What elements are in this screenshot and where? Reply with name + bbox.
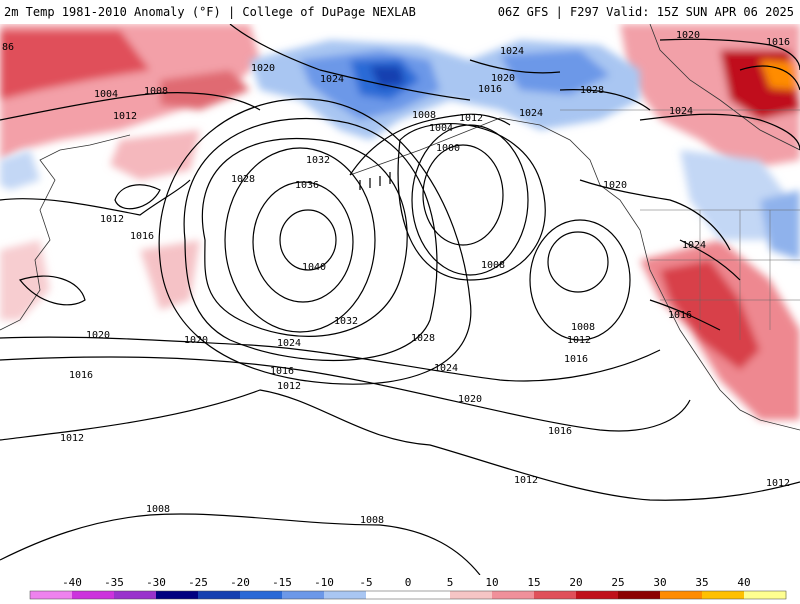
colorbar-swatch — [156, 591, 199, 599]
colorbar-swatch — [660, 591, 703, 599]
isobar-label: 1012 — [567, 335, 591, 346]
isobar-label: 1012 — [514, 475, 538, 486]
isobar-label: 1028 — [580, 85, 604, 96]
isobar-label: 1012 — [100, 214, 124, 225]
isobars — [0, 24, 800, 575]
colorbar-swatch — [534, 591, 577, 599]
colorbar-tick-label: -40 — [62, 576, 82, 589]
colorbar-swatch — [576, 591, 619, 599]
model-run-info: 06Z GFS | F297 Valid: 15Z SUN APR 06 202… — [497, 5, 794, 19]
colorbar-swatch — [744, 591, 787, 599]
isobar-label: 1016 — [668, 310, 692, 321]
isobar-label: 1008 — [412, 110, 436, 121]
map-title: 2m Temp 1981-2010 Anomaly (°F) | College… — [4, 5, 416, 19]
isobar-label: 1004 — [429, 123, 453, 134]
colorbar-tick-label: 5 — [447, 576, 454, 589]
colorbar-tick-label: 15 — [527, 576, 540, 589]
isobar-label: 1024 — [500, 46, 524, 57]
colorbar: -40 -35 -30 -25 -20 -15 -10 -5 0 5 10 15 20 25 30 35 40 — [0, 575, 800, 600]
colorbar-tick-label: 20 — [569, 576, 582, 589]
isobar-label: 1024 — [320, 74, 344, 85]
colorbar-swatch — [114, 591, 157, 599]
colorbar-tick-label: -15 — [272, 576, 292, 589]
colorbar-tick-label: 25 — [611, 576, 624, 589]
isobar-label: 1012 — [766, 478, 790, 489]
colorbar-tick-label: 10 — [485, 576, 498, 589]
isobar-label: 1016 — [564, 354, 588, 365]
colorbar-tick-label: -25 — [188, 576, 208, 589]
isobar-label: 1036 — [295, 180, 319, 191]
isobar-label: 1032 — [306, 155, 330, 166]
isobar-label: 1016 — [478, 84, 502, 95]
colorbar-tick-label: -5 — [359, 576, 372, 589]
isobar-label: 1016 — [69, 370, 93, 381]
isobar-label: 1016 — [270, 366, 294, 377]
isobar-label: 1012 — [459, 113, 483, 124]
isobar-label: 1028 — [411, 333, 435, 344]
isobar-label: 1008 — [481, 260, 505, 271]
colorbar-swatch — [492, 591, 535, 599]
isobar-label: 1020 — [676, 30, 700, 41]
isobar-label: 86 — [2, 42, 14, 53]
colorbar-swatch — [408, 591, 451, 599]
isobar-label: 1024 — [669, 106, 693, 117]
political-borders — [560, 109, 800, 340]
colorbar-tick-label: -10 — [314, 576, 334, 589]
isobar-label: 1020 — [86, 330, 110, 341]
isobar-label: 1004 — [94, 89, 118, 100]
colorbar-tick-label: 35 — [695, 576, 708, 589]
isobar-label: 1012 — [113, 111, 137, 122]
isobar-label: 1024 — [277, 338, 301, 349]
isobar-label: 1020 — [491, 73, 515, 84]
isobar-label: 1000 — [436, 143, 460, 154]
isobar-label: 1024 — [682, 240, 706, 251]
colorbar-swatch — [366, 591, 409, 599]
isobar-label: 1008 — [144, 86, 168, 97]
isobar-label: 1020 — [251, 63, 275, 74]
coastline — [0, 24, 800, 431]
colorbar-swatch — [198, 591, 241, 599]
isobar-label: 1008 — [360, 515, 384, 526]
map-header: 2m Temp 1981-2010 Anomaly (°F) | College… — [0, 0, 800, 24]
colorbar-swatch — [324, 591, 367, 599]
isobar-label: 1008 — [571, 322, 595, 333]
colorbar-tick-label: -35 — [104, 576, 124, 589]
isobar-label: 1020 — [603, 180, 627, 191]
isobar-label: 1028 — [231, 174, 255, 185]
colorbar-tick-label: 0 — [405, 576, 412, 589]
colorbar-swatch — [702, 591, 745, 599]
isobar-label: 1016 — [766, 37, 790, 48]
warm-anomaly-shading — [0, 24, 800, 420]
colorbar-swatch — [618, 591, 661, 599]
colorbar-swatch — [72, 591, 115, 599]
isobar-label: 1008 — [146, 504, 170, 515]
isobar-label: 1040 — [302, 262, 326, 273]
isobar-label: 1024 — [519, 108, 543, 119]
colorbar-tick-label: 40 — [737, 576, 750, 589]
colorbar-swatch — [282, 591, 325, 599]
colorbar-tick-label: -20 — [230, 576, 250, 589]
colorbar-swatch — [240, 591, 283, 599]
colorbar-graphic: -40 -35 -30 -25 -20 -15 -10 -5 0 5 10 15 20 25 30 35 40 — [29, 576, 787, 600]
isobar-label: 1012 — [277, 381, 301, 392]
isobar-label: 1016 — [548, 426, 572, 437]
isobar-label: 1012 — [60, 433, 84, 444]
colorbar-swatch — [30, 591, 73, 599]
isobar-label: 1020 — [458, 394, 482, 405]
isobar-label: 1016 — [130, 231, 154, 242]
isobar-label: 1032 — [334, 316, 358, 327]
map-panel: 1020 1024 1024 1020 1016 1028 1024 1020 1016 1024… — [0, 24, 800, 575]
colorbar-tick-label: -30 — [146, 576, 166, 589]
colorbar-tick-label: 30 — [653, 576, 666, 589]
isobar-label: 1020 — [184, 335, 208, 346]
colorbar-swatch — [450, 591, 493, 599]
isobar-label: 1024 — [434, 363, 458, 374]
